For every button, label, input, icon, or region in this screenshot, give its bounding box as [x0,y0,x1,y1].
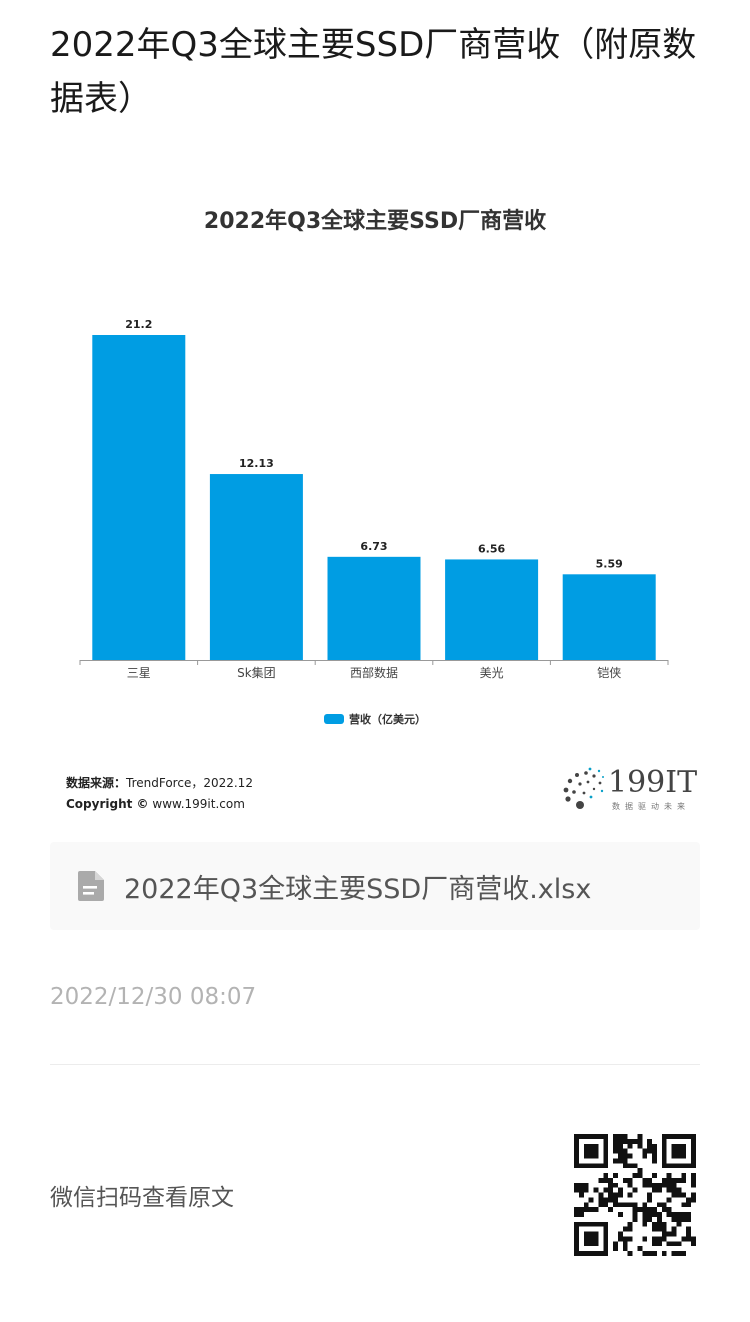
qr-code-icon[interactable] [574,1134,696,1256]
category-label-1: Sk集团 [237,665,276,680]
bar-1 [209,474,303,660]
category-label-3: 美光 [480,666,504,680]
article-title: 2022年Q3全球主要SSD厂商营收（附原数据表） [50,25,697,119]
attachment-link[interactable]: 2022年Q3全球主要SSD厂商营收.xlsx [50,842,700,930]
chart-image: 2022年Q3全球主要SSD厂商营收 21.2 三星 12.13 Sk集团 6.73 西部… [50,185,700,825]
chart-legend: 营收（亿美元） [50,711,700,727]
legend-swatch [324,714,344,724]
wechat-scan-label: 微信扫码查看原文 [50,1185,234,1211]
value-label-1: 12.13 [239,457,274,470]
category-label-0: 三星 [127,666,151,680]
document-icon [78,871,104,901]
bar-chart: 21.2 三星 12.13 Sk集团 6.73 西部数据 6.56 美光 5.59 铠侠 [79,318,669,680]
value-label-3: 6.56 [478,542,505,555]
source-value: TrendForce，2022.12 [126,776,253,790]
chart-title: 2022年Q3全球主要SSD厂商营收 [203,209,547,234]
bar-2 [327,556,421,660]
copyright-label: Copyright © [66,797,149,811]
attachment-filename[interactable]: 2022年Q3全球主要SSD厂商营收.xlsx [124,873,592,905]
bar-3 [445,559,539,660]
category-label-2: 西部数据 [350,665,398,680]
value-label-0: 21.2 [125,318,152,331]
value-label-4: 5.59 [596,557,623,570]
199it-logo: 199IT 数据驱动未来 [560,765,700,815]
bar-0 [92,335,186,660]
publish-timestamp: 2022/12/30 08:07 [50,984,257,1010]
logo-mark-icon [563,767,604,809]
divider [50,1064,700,1065]
logo-text: 199IT [608,765,698,800]
bar-4 [562,574,656,660]
value-label-2: 6.73 [360,540,387,553]
category-label-4: 铠侠 [597,665,621,680]
chart-source: 数据来源：TrendForce，2022.12 Copyright © www.… [66,773,253,815]
logo-subtitle: 数据驱动未来 [612,802,690,811]
legend-label: 营收（亿美元） [349,713,426,726]
copyright-value: www.199it.com [152,797,245,811]
source-label: 数据来源： [66,776,127,790]
